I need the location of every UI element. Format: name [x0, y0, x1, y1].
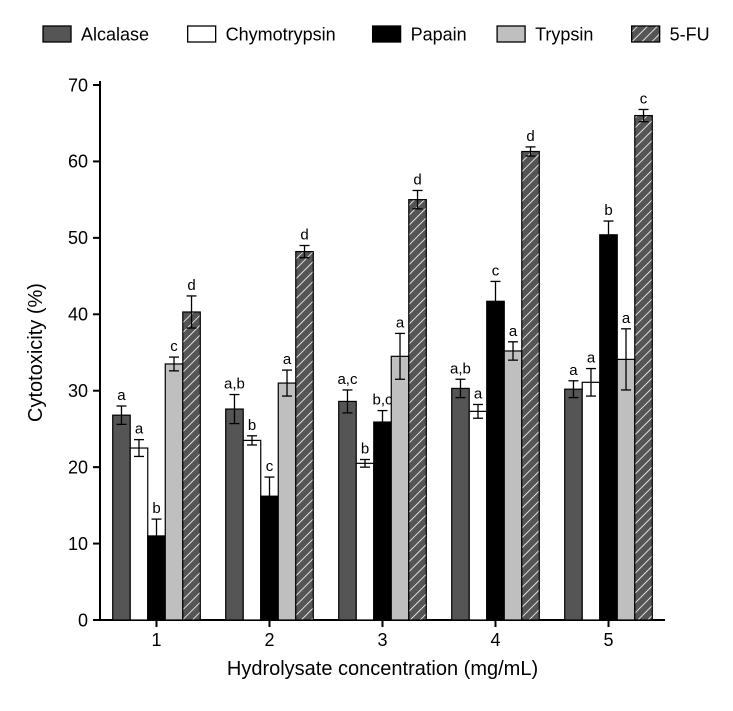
significance-label: c [170, 338, 178, 355]
x-tick-label: 3 [377, 630, 387, 650]
significance-label: a,b [450, 360, 471, 377]
x-tick-label: 2 [264, 630, 274, 650]
y-tick-label: 30 [68, 381, 88, 401]
bar [183, 312, 201, 620]
y-tick-label: 20 [68, 457, 88, 477]
significance-label: a [117, 387, 126, 404]
y-tick-label: 0 [78, 610, 88, 630]
legend-swatch [632, 26, 660, 42]
bar [522, 151, 540, 620]
y-tick-label: 60 [68, 152, 88, 172]
x-axis-label: Hydrolysate concentration (mg/mL) [227, 658, 538, 680]
significance-label: a [587, 350, 596, 367]
legend-label: Alcalase [81, 24, 149, 44]
legend-label: Papain [411, 24, 467, 44]
legend-label: Chymotrypsin [226, 24, 336, 44]
significance-label: a [283, 351, 292, 368]
x-tick-label: 1 [151, 630, 161, 650]
y-tick-label: 40 [68, 305, 88, 325]
legend-swatch [373, 26, 401, 42]
significance-label: c [640, 90, 648, 107]
bar [165, 364, 183, 620]
y-tick-label: 70 [68, 75, 88, 95]
cytotoxicity-bar-chart: Alcalase Chymotrypsin Papain Trypsin 5-FU 0 10… [0, 0, 733, 711]
bar [339, 401, 357, 620]
bar [113, 415, 131, 620]
significance-label: a [474, 385, 483, 402]
bar [617, 359, 635, 620]
y-tick-label: 10 [68, 534, 88, 554]
bar [130, 448, 148, 620]
significance-label: d [187, 277, 195, 294]
chart-container: Alcalase Chymotrypsin Papain Trypsin 5-FU 0 10… [0, 0, 733, 711]
legend: Alcalase Chymotrypsin Papain Trypsin 5-FU [43, 24, 710, 44]
x-tick-label: 5 [603, 630, 613, 650]
bar [374, 422, 392, 620]
significance-label: d [526, 128, 534, 145]
legend-swatch [188, 26, 216, 42]
bar [409, 200, 427, 620]
legend-swatch [43, 26, 71, 42]
significance-label: a [135, 421, 144, 438]
legend-label: 5-FU [670, 24, 710, 44]
bar [635, 116, 653, 620]
bar [565, 389, 583, 620]
bar [296, 252, 314, 620]
bar [582, 382, 600, 620]
significance-label: b [604, 202, 612, 219]
significance-label: a [509, 323, 518, 340]
significance-label: a [569, 362, 578, 379]
bar [391, 356, 409, 620]
bar [452, 388, 470, 620]
x-tick-label: 4 [490, 630, 500, 650]
significance-label: a [622, 310, 631, 327]
significance-label: c [492, 262, 500, 279]
legend-label: Trypsin [535, 24, 593, 44]
significance-label: a,b [224, 376, 245, 393]
y-axis-label: Cytotoxicity (%) [25, 283, 47, 422]
legend-swatch [497, 26, 525, 42]
significance-label: b [248, 417, 256, 434]
significance-label: c [266, 458, 274, 475]
significance-label: b,c [372, 392, 393, 409]
bar [278, 383, 296, 620]
significance-label: a,c [337, 371, 358, 388]
bar [226, 409, 244, 620]
bar [600, 235, 618, 620]
significance-label: b [361, 441, 369, 458]
significance-label: d [300, 227, 308, 244]
significance-label: d [413, 171, 421, 188]
significance-label: b [152, 500, 160, 517]
y-tick-label: 50 [68, 228, 88, 248]
bar [469, 411, 487, 620]
bar [243, 440, 261, 620]
bar [504, 351, 522, 620]
bar [356, 463, 374, 620]
bar [487, 301, 505, 620]
significance-label: a [396, 314, 405, 331]
